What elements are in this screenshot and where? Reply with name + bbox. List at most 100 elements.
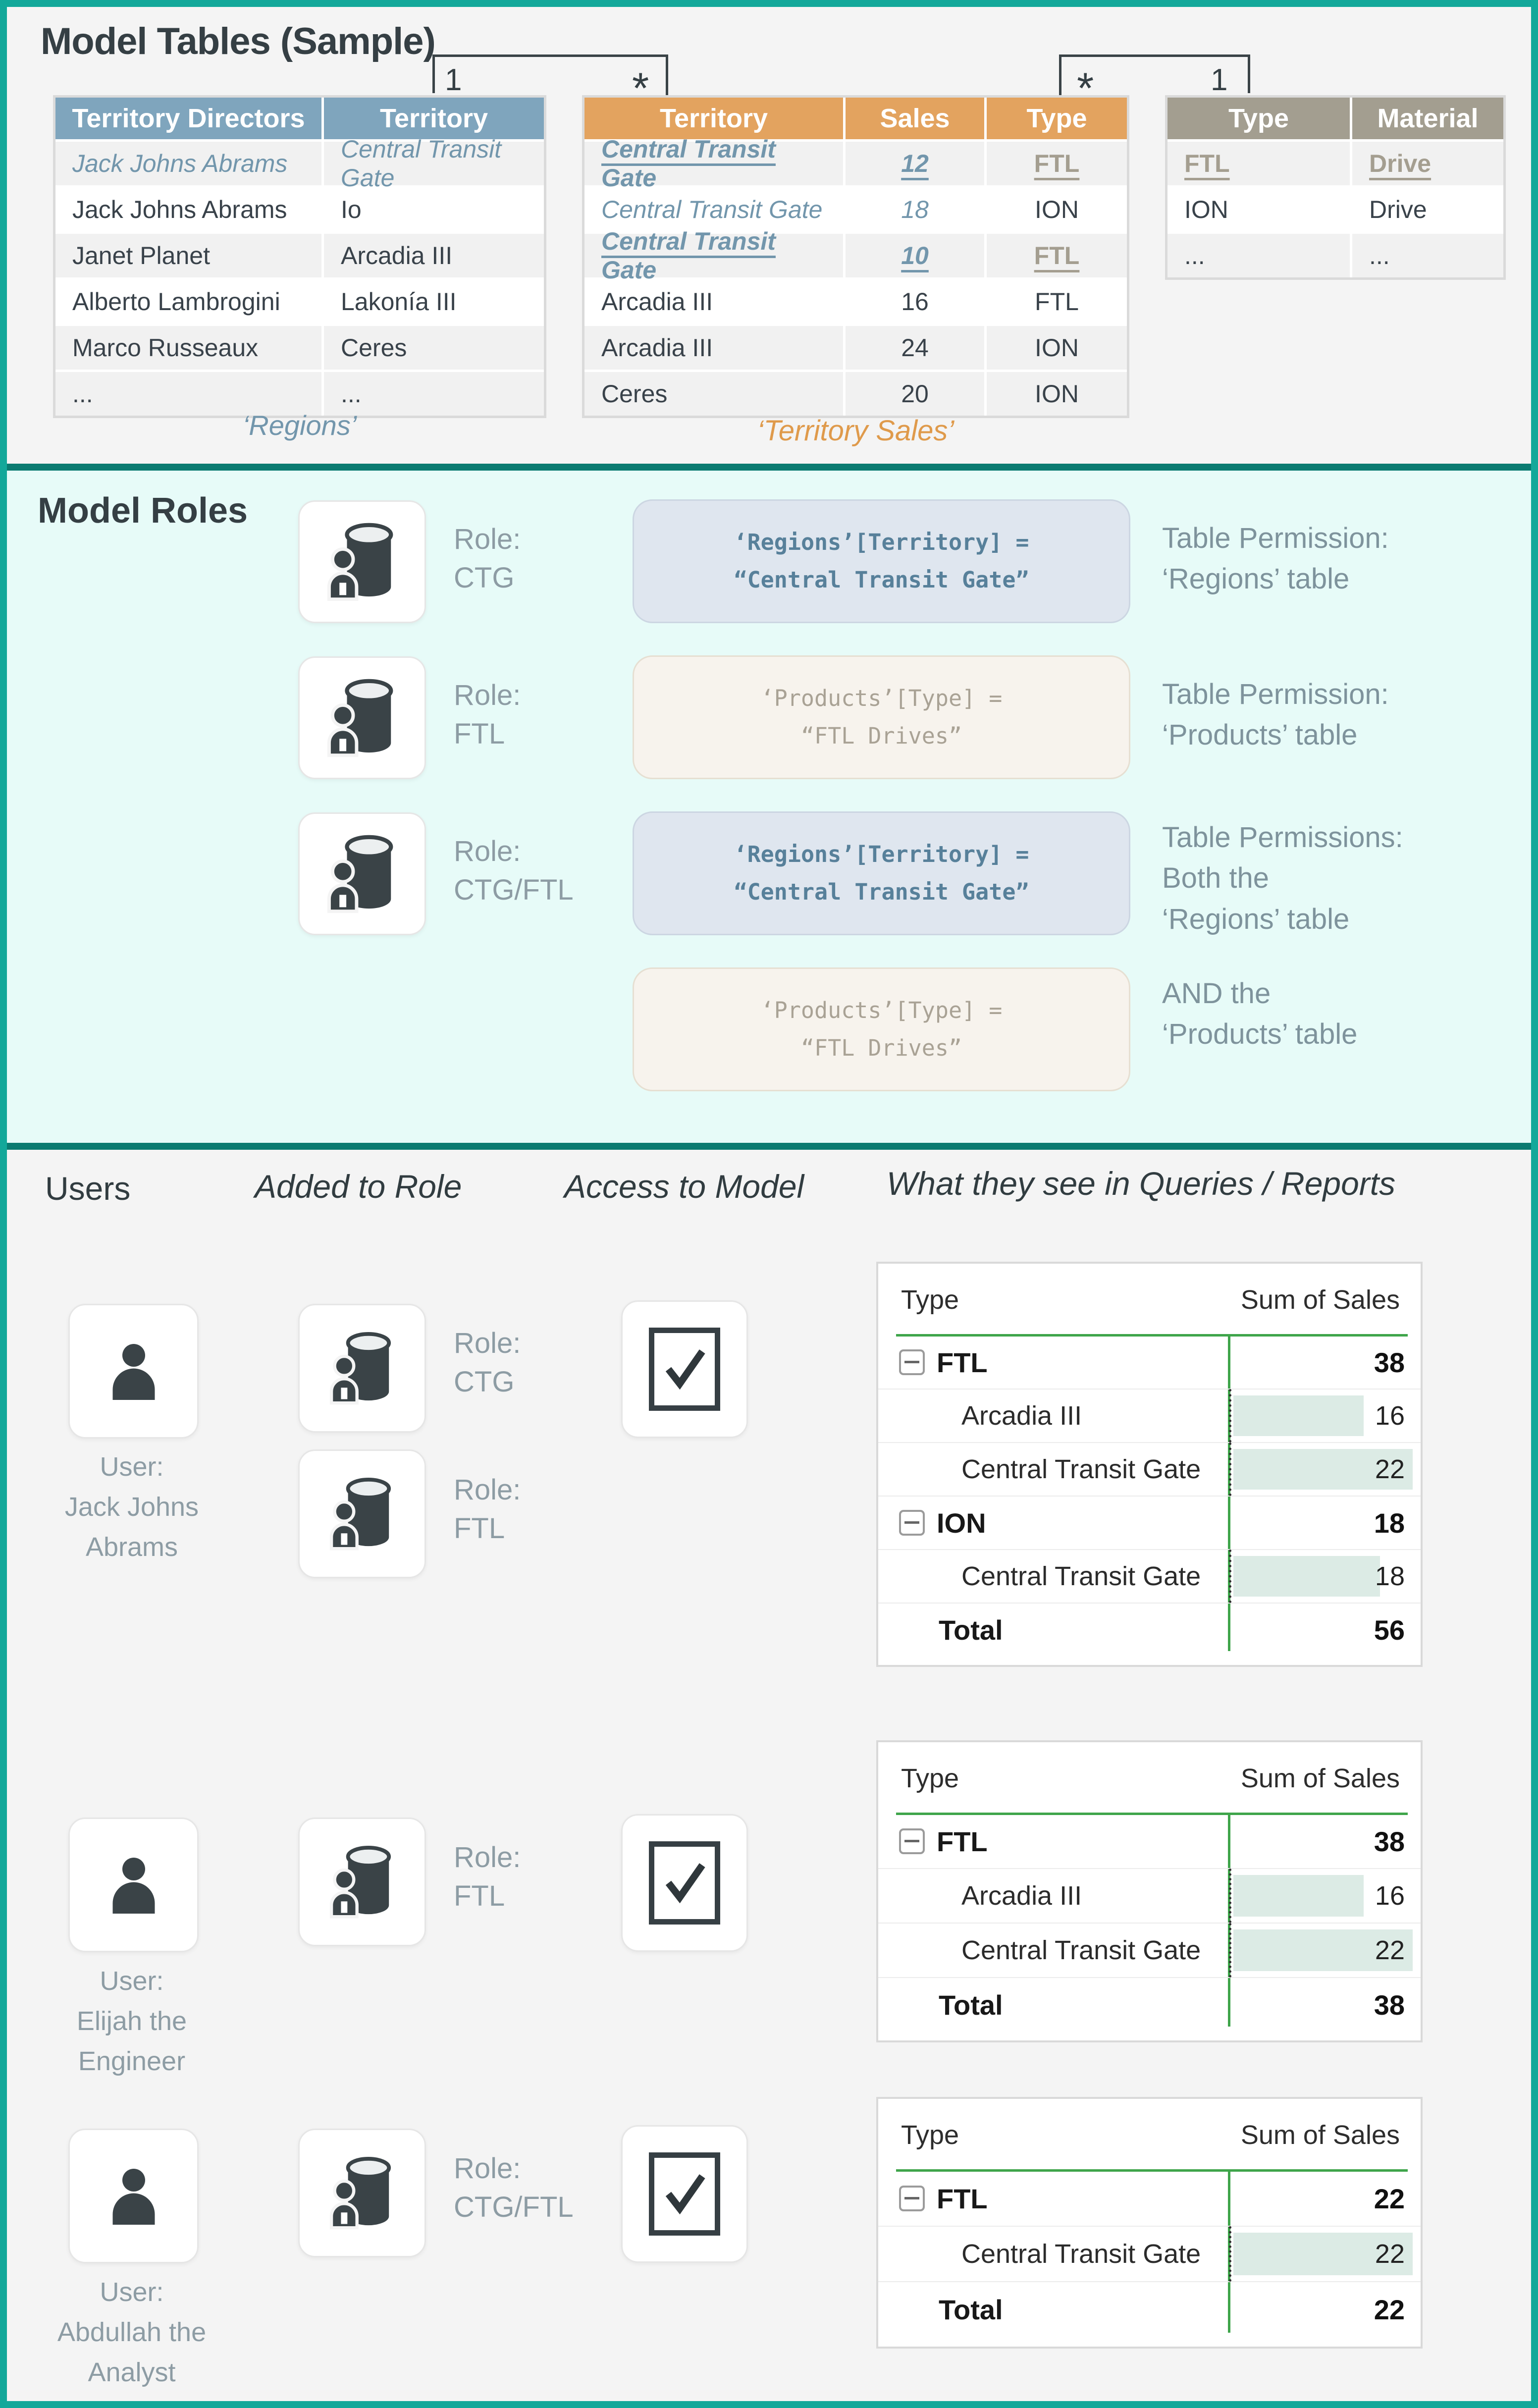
- row-value: 22: [1375, 1454, 1405, 1484]
- matrix-detail-row: Central Transit Gate 18: [878, 1550, 1421, 1604]
- role-name: Role: CTG: [454, 520, 521, 598]
- matrix-header: Type Sum of Sales: [878, 1264, 1421, 1336]
- row-label: Arcadia III: [961, 1401, 1082, 1431]
- role-name: Role: FTL: [454, 1838, 521, 1916]
- collapse-icon[interactable]: [899, 2186, 925, 2211]
- note-line: ‘Regions’ table: [1162, 563, 1350, 595]
- products-table: Type Material FTL Drive ION Drive ... ..…: [1165, 95, 1506, 280]
- permission-note: Table Permission: ‘Products’ table: [1162, 674, 1529, 756]
- role-label-text: Role:: [454, 835, 521, 867]
- connector-tick: [1248, 54, 1250, 93]
- note-line: ‘Regions’ table: [1162, 903, 1350, 935]
- role-label-text: Role:: [454, 1474, 521, 1506]
- note-line: ‘Products’ table: [1162, 719, 1358, 751]
- checkbox-checked-icon: [649, 1328, 720, 1411]
- data-bar: [1233, 1929, 1413, 1971]
- user-name-line: User:: [100, 1966, 164, 1996]
- matrix-header: Type Sum of Sales: [878, 2099, 1421, 2171]
- access-card: [621, 1814, 748, 1952]
- row-value: 18: [1375, 1561, 1405, 1591]
- role-name: Role: CTG: [454, 1324, 521, 1402]
- table-cell: Arcadia III: [584, 280, 843, 323]
- role-security-icon: [325, 674, 399, 762]
- bar-zone: [1233, 1556, 1413, 1597]
- user-icon: [104, 1338, 163, 1405]
- collapse-icon[interactable]: [899, 1828, 925, 1854]
- matrix-visual: Type Sum of Sales FTL 38 Arcadia III 16 …: [876, 1740, 1423, 2042]
- matrix-detail-row: Arcadia III 16: [878, 1389, 1421, 1443]
- table-cell: 16: [846, 280, 984, 323]
- matrix-total-row: Total 38: [878, 1978, 1421, 2032]
- row-label: FTL: [937, 2183, 988, 2214]
- table-cell: ...: [1352, 234, 1503, 277]
- matrix-col-sum: Sum of Sales: [1240, 1285, 1400, 1315]
- role-label-text: Role:: [454, 2152, 521, 2185]
- row-label: Total: [939, 1614, 1003, 1646]
- column-header: Sales: [846, 98, 984, 139]
- matrix-top-rule: [896, 1813, 1408, 1815]
- row-value: 22: [1374, 2294, 1405, 2325]
- data-bar: [1233, 2233, 1413, 2275]
- role-label-text: Role:: [454, 1841, 521, 1873]
- user-name-line: Analyst: [88, 2357, 176, 2387]
- section-users: Users Added to Role Access to Model What…: [7, 1150, 1531, 2401]
- collapse-icon[interactable]: [899, 1510, 925, 1536]
- row-value: 22: [1375, 1935, 1405, 1965]
- column-header: Type: [987, 98, 1127, 139]
- table-cell: Drive: [1352, 188, 1503, 231]
- table-cell: FTL: [987, 234, 1127, 277]
- data-bar: [1233, 1449, 1413, 1490]
- table-cell: Marco Russeaux: [55, 326, 321, 370]
- section-divider: [7, 464, 1531, 471]
- access-card: [621, 1300, 748, 1438]
- table-cell: Drive: [1352, 142, 1503, 185]
- role-security-icon: [327, 1328, 397, 1409]
- row-value: 16: [1375, 1401, 1405, 1431]
- bar-axis-line: [1229, 1389, 1231, 1443]
- role-card: [298, 1304, 426, 1433]
- table-cell: Arcadia III: [324, 234, 544, 277]
- dax-line: ‘Products’[Type] =: [760, 685, 1003, 711]
- row-value: 56: [1374, 1614, 1405, 1646]
- user-icon: [104, 2162, 163, 2230]
- row-value: 22: [1374, 2183, 1405, 2214]
- row-label: Central Transit Gate: [961, 1454, 1201, 1484]
- table-cell: FTL: [987, 142, 1127, 185]
- note-line: AND the: [1162, 977, 1271, 1010]
- bar-zone: [1233, 1449, 1413, 1490]
- role-security-icon: [327, 2152, 397, 2234]
- role-name-text: CTG: [454, 562, 515, 594]
- role-name: Role: FTL: [454, 676, 521, 754]
- column-header: Territory: [584, 98, 843, 139]
- table-cell: Jack Johns Abrams: [55, 188, 321, 231]
- user-name-line: Abrams: [85, 1532, 178, 1562]
- row-value: 18: [1374, 1507, 1405, 1539]
- role-name-text: FTL: [454, 1512, 505, 1545]
- dax-line: ‘Regions’[Territory] =: [734, 529, 1029, 555]
- bar-zone: [1233, 1929, 1413, 1971]
- regions-table-caption: ‘Regions’: [242, 410, 357, 441]
- role-card: [298, 500, 426, 623]
- territory-sales-table: Territory Sales Type Central Transit Gat…: [582, 95, 1129, 418]
- bar-axis-line: [1229, 1923, 1231, 1978]
- matrix-group-row: FTL 38: [878, 1336, 1421, 1390]
- table-cell: Central Transit Gate: [584, 188, 843, 231]
- permission-note: Table Permissions: Both the ‘Regions’ ta…: [1162, 817, 1529, 940]
- matrix-detail-row: Central Transit Gate 22: [878, 1923, 1421, 1978]
- note-line: ‘Products’ table: [1162, 1018, 1358, 1051]
- table-cell: ION: [987, 326, 1127, 370]
- matrix-col-type: Type: [901, 1764, 959, 1793]
- table-cell: 18: [846, 188, 984, 231]
- added-to-role-column-header: Added to Role: [255, 1168, 462, 1205]
- note-line: Both the: [1162, 862, 1270, 895]
- matrix-detail-row: Central Transit Gate 22: [878, 1443, 1421, 1497]
- dax-line: “Central Transit Gate”: [734, 567, 1029, 593]
- dax-line: “FTL Drives”: [800, 723, 962, 749]
- dax-filter-products: ‘Products’[Type] = “FTL Drives”: [633, 967, 1130, 1091]
- section-divider: [7, 1143, 1531, 1150]
- role-security-icon: [327, 1473, 397, 1555]
- role-card: [298, 1818, 426, 1946]
- collapse-icon[interactable]: [899, 1349, 925, 1375]
- table-cell: 10: [846, 234, 984, 277]
- table-cell: ...: [55, 372, 321, 416]
